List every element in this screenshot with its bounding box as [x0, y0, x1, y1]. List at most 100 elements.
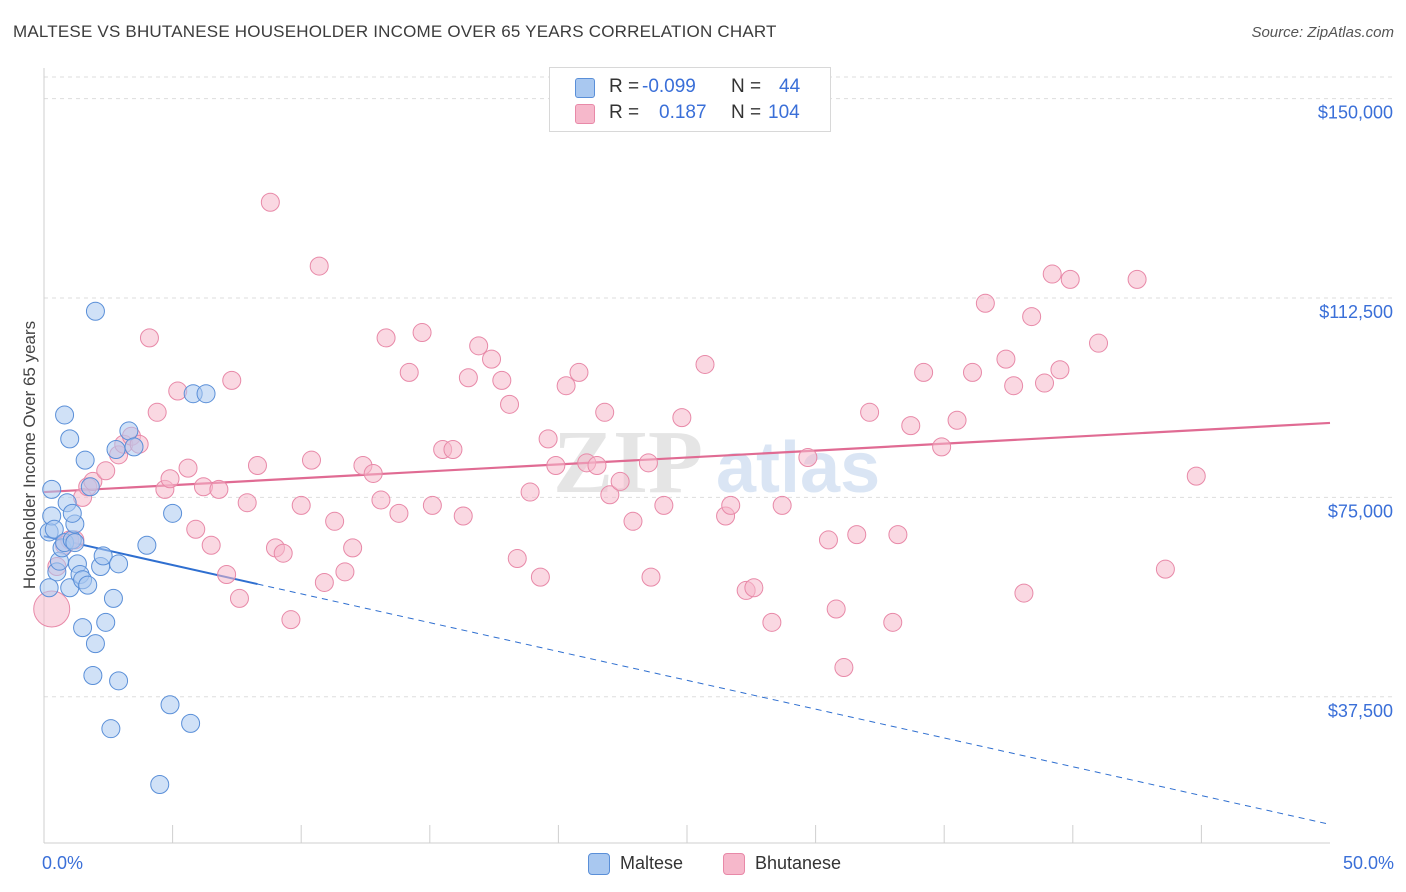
bhutanese-point: [160, 469, 180, 489]
bhutanese-point: [507, 549, 527, 569]
bhutanese-point: [860, 402, 880, 422]
maltese-point: [106, 440, 126, 460]
maltese-point: [55, 405, 75, 425]
bhutanese-point: [901, 416, 921, 436]
bhutanese-point: [888, 525, 908, 545]
bhutanese-point: [412, 323, 432, 343]
bhutanese-point: [762, 612, 782, 632]
maltese-point: [85, 634, 105, 654]
maltese-point: [60, 429, 80, 449]
y-tick-label: $112,500: [1319, 302, 1393, 322]
legend-r-value: 0.187: [659, 102, 707, 123]
legend-swatch-bhutanese: [575, 104, 595, 124]
bhutanese-point: [654, 495, 674, 515]
maltese-point: [96, 612, 116, 632]
bhutanese-point: [376, 328, 396, 348]
bhutanese-point: [587, 455, 607, 475]
watermark: ZIP atlas: [553, 413, 880, 512]
bhutanese-point: [914, 362, 934, 382]
maltese-point: [93, 546, 113, 566]
bhutanese-points: [33, 192, 1206, 678]
bhutanese-point: [229, 588, 249, 608]
maltese-point: [75, 450, 95, 470]
legend-n-value: 104: [768, 102, 800, 123]
bhutanese-point: [556, 376, 576, 396]
bhutanese-point: [520, 482, 540, 502]
maltese-point: [80, 477, 100, 497]
bhutanese-point: [1042, 264, 1062, 284]
bhutanese-point: [595, 402, 615, 422]
maltese-point: [119, 421, 139, 441]
bhutanese-point: [772, 495, 792, 515]
bhutanese-point: [363, 463, 383, 483]
bhutanese-point: [996, 349, 1016, 369]
maltese-point: [42, 479, 62, 499]
maltese-point: [181, 713, 201, 733]
legend-r-value: -0.099: [642, 76, 696, 97]
bhutanese-point: [96, 461, 116, 481]
maltese-points: [39, 301, 216, 795]
bhutanese-point: [335, 562, 355, 582]
bottom-legend-swatch-bhutanese: [723, 853, 745, 875]
bhutanese-point: [883, 612, 903, 632]
bhutanese-point: [186, 519, 206, 539]
bhutanese-point: [672, 408, 692, 428]
bhutanese-point: [546, 455, 566, 475]
y-tick-label: $150,000: [1318, 103, 1393, 123]
maltese-point: [109, 671, 129, 691]
maltese-point: [124, 437, 144, 457]
maltese-point: [44, 519, 64, 539]
bhutanese-point: [193, 477, 213, 497]
bhutanese-point: [443, 440, 463, 460]
bhutanese-point: [343, 538, 363, 558]
bhutanese-point: [818, 530, 838, 550]
maltese-point: [65, 533, 85, 553]
maltese-point: [160, 695, 180, 715]
bhutanese-point: [500, 394, 520, 414]
x-tick-label: 0.0%: [42, 853, 83, 873]
legend-r-label: R =: [609, 76, 640, 97]
maltese-point: [101, 719, 121, 739]
y-tick-label: $37,500: [1328, 701, 1393, 721]
bhutanese-point: [610, 471, 630, 491]
bhutanese-point: [1060, 269, 1080, 289]
bhutanese-point: [453, 506, 473, 526]
bhutanese-point: [826, 599, 846, 619]
bhutanese-point: [389, 503, 409, 523]
bhutanese-point: [291, 495, 311, 515]
bhutanese-point: [492, 370, 512, 390]
tick-labels: $37,500 $75,000 $112,500 $150,000 0.0% 50.0%: [42, 103, 1394, 873]
legend-n-label: N =: [731, 76, 762, 97]
bhutanese-point: [1035, 373, 1055, 393]
axes: [43, 68, 1330, 844]
legend-r-label: R =: [609, 102, 640, 123]
maltese-point: [109, 554, 129, 574]
bhutanese-point: [834, 658, 854, 678]
bhutanese-point: [260, 192, 280, 212]
bhutanese-point: [222, 370, 242, 390]
bhutanese-point: [209, 479, 229, 499]
bhutanese-point: [281, 610, 301, 630]
bhutanese-point: [1089, 333, 1109, 353]
bhutanese-point: [217, 564, 237, 584]
bhutanese-point: [469, 336, 489, 356]
bhutanese-point: [309, 256, 329, 276]
bhutanese-point: [962, 362, 982, 382]
bhutanese-point: [237, 493, 257, 513]
maltese-trend-extension: [257, 583, 1331, 825]
bhutanese-trend-line: [43, 421, 1331, 494]
bhutanese-point: [201, 535, 221, 555]
bhutanese-point: [932, 437, 952, 457]
source-label: Source: ZipAtlas.com: [1251, 24, 1394, 41]
y-axis-label: Householder Income Over 65 years: [20, 320, 39, 590]
bhutanese-point: [325, 511, 345, 531]
bhutanese-point: [1004, 376, 1024, 396]
bhutanese-point: [975, 293, 995, 313]
bhutanese-point: [1050, 360, 1070, 380]
correlation-legend: R = -0.099 N = 44 R = 0.187 N = 104: [549, 67, 831, 132]
bhutanese-point: [600, 485, 620, 505]
maltese-point: [163, 503, 183, 523]
maltese-point: [62, 503, 82, 523]
bhutanese-point: [139, 328, 159, 348]
